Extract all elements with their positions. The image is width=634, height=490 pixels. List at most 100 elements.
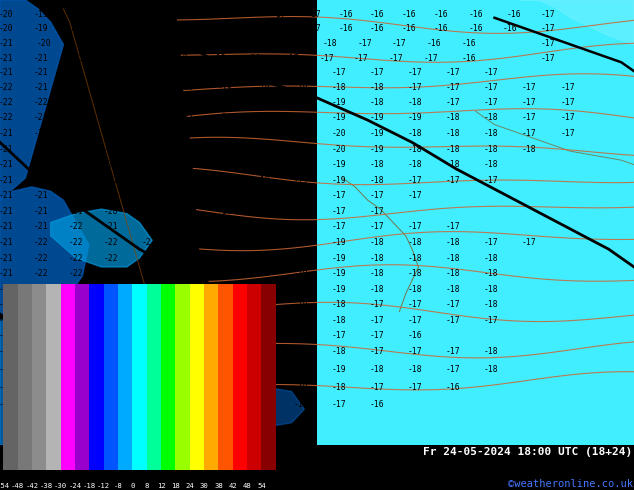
Text: -20: -20 — [256, 145, 271, 153]
Text: -21: -21 — [103, 222, 119, 231]
Text: -19: -19 — [370, 113, 385, 122]
Text: -18: -18 — [370, 269, 385, 278]
Text: -18: -18 — [294, 191, 309, 200]
Text: -20: -20 — [103, 83, 119, 92]
Text: -19: -19 — [217, 222, 233, 231]
Text: -18: -18 — [484, 347, 499, 356]
Text: -21: -21 — [103, 300, 119, 309]
Text: -20: -20 — [179, 191, 195, 200]
Text: 12: 12 — [157, 483, 165, 489]
Text: -21: -21 — [179, 160, 195, 169]
Text: -21: -21 — [68, 300, 84, 309]
Text: -19: -19 — [179, 69, 195, 77]
Text: -20: -20 — [0, 10, 14, 19]
Text: -17: -17 — [446, 347, 461, 356]
Text: -17: -17 — [408, 69, 423, 77]
Text: -19: -19 — [138, 54, 153, 63]
Text: -16: -16 — [401, 24, 417, 33]
Text: -20: -20 — [217, 316, 233, 325]
Text: -18: -18 — [408, 285, 423, 294]
Text: -20: -20 — [0, 24, 14, 33]
Text: -21: -21 — [103, 160, 119, 169]
Text: -19: -19 — [103, 54, 119, 63]
Text: -20: -20 — [256, 285, 271, 294]
Text: -17: -17 — [446, 316, 461, 325]
Text: -18: -18 — [256, 69, 271, 77]
Text: -20: -20 — [294, 238, 309, 247]
Text: -19: -19 — [256, 191, 271, 200]
Text: -16: -16 — [427, 39, 442, 48]
Text: -17: -17 — [522, 238, 537, 247]
Text: -21: -21 — [103, 269, 119, 278]
Text: -22: -22 — [34, 253, 49, 263]
Text: -19: -19 — [256, 83, 271, 92]
Text: -19: -19 — [65, 24, 81, 33]
Text: -20: -20 — [294, 145, 309, 153]
Text: -18: -18 — [167, 24, 182, 33]
Text: 38: 38 — [214, 483, 223, 489]
Bar — [133, 284, 146, 470]
Text: 8: 8 — [145, 483, 149, 489]
Text: -18: -18 — [408, 98, 423, 107]
Text: -17: -17 — [541, 10, 556, 19]
Text: -20: -20 — [179, 383, 195, 392]
Text: -17: -17 — [484, 238, 499, 247]
Text: -42: -42 — [25, 483, 39, 489]
Bar — [161, 284, 176, 470]
Text: -20: -20 — [256, 253, 271, 263]
Text: -16: -16 — [370, 400, 385, 409]
Text: -17: -17 — [370, 191, 385, 200]
Text: -19: -19 — [173, 54, 188, 63]
Text: -21: -21 — [103, 347, 119, 356]
Text: -21: -21 — [0, 176, 14, 185]
Bar — [3, 284, 18, 470]
Text: -17: -17 — [446, 69, 461, 77]
Text: -17: -17 — [370, 331, 385, 341]
Text: -21: -21 — [103, 191, 119, 200]
Text: -20: -20 — [217, 160, 233, 169]
Text: -18: -18 — [332, 316, 347, 325]
Text: -19: -19 — [332, 253, 347, 263]
Text: -54: -54 — [0, 483, 10, 489]
Text: -18: -18 — [446, 285, 461, 294]
Text: -18: -18 — [332, 300, 347, 309]
Text: -22: -22 — [68, 347, 84, 356]
Text: -18: -18 — [484, 129, 499, 138]
Text: -19: -19 — [110, 39, 125, 48]
Bar — [218, 284, 233, 470]
Bar — [103, 284, 118, 470]
Text: ©weatheronline.co.uk: ©weatheronline.co.uk — [508, 479, 633, 489]
Text: -16: -16 — [433, 24, 448, 33]
Polygon shape — [222, 387, 304, 427]
Text: -19: -19 — [217, 83, 233, 92]
Text: -17: -17 — [484, 83, 499, 92]
Text: -18: -18 — [256, 400, 271, 409]
Bar — [204, 284, 218, 470]
Text: -21: -21 — [68, 176, 84, 185]
Text: -18: -18 — [446, 238, 461, 247]
Text: -18: -18 — [408, 160, 423, 169]
Text: -18: -18 — [332, 383, 347, 392]
Text: -17: -17 — [284, 54, 299, 63]
Text: -21: -21 — [34, 176, 49, 185]
Text: -17: -17 — [446, 222, 461, 231]
Text: -19: -19 — [179, 39, 195, 48]
Text: -18: -18 — [246, 54, 261, 63]
Text: -21: -21 — [179, 238, 195, 247]
Text: -22: -22 — [103, 253, 119, 263]
Text: -20: -20 — [256, 365, 271, 374]
Text: -18: -18 — [484, 300, 499, 309]
Text: -19: -19 — [294, 347, 309, 356]
Text: -20: -20 — [294, 113, 309, 122]
Text: -17: -17 — [354, 54, 369, 63]
Text: 48: 48 — [243, 483, 252, 489]
Text: 30: 30 — [200, 483, 209, 489]
Text: -16: -16 — [462, 39, 477, 48]
Text: -20: -20 — [179, 98, 195, 107]
Text: -22: -22 — [34, 98, 49, 107]
Text: -17: -17 — [408, 347, 423, 356]
Text: -18: -18 — [408, 129, 423, 138]
Text: -19: -19 — [256, 331, 271, 341]
Text: -21: -21 — [0, 300, 14, 309]
Text: -19: -19 — [332, 285, 347, 294]
